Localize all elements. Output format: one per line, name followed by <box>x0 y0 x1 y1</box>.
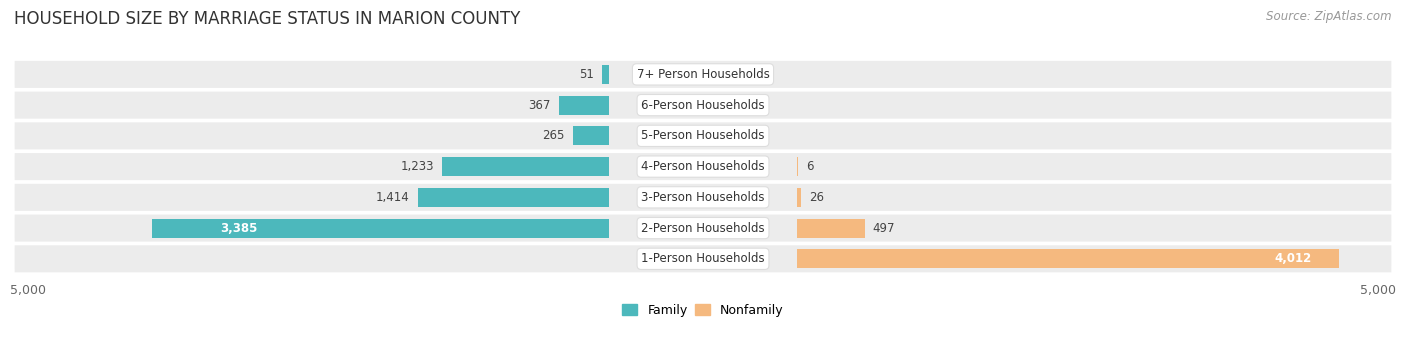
FancyBboxPatch shape <box>14 245 1392 272</box>
FancyBboxPatch shape <box>14 184 1392 211</box>
FancyBboxPatch shape <box>14 122 1392 149</box>
FancyBboxPatch shape <box>14 91 1392 119</box>
Bar <box>797 249 1339 268</box>
Bar <box>152 219 609 238</box>
Bar <box>797 188 801 207</box>
FancyBboxPatch shape <box>14 61 1392 88</box>
Text: 4-Person Households: 4-Person Households <box>641 160 765 173</box>
Text: Source: ZipAtlas.com: Source: ZipAtlas.com <box>1267 10 1392 23</box>
Text: 26: 26 <box>808 191 824 204</box>
Text: 51: 51 <box>579 68 593 81</box>
Legend: Family, Nonfamily: Family, Nonfamily <box>617 299 789 322</box>
Text: 6: 6 <box>807 160 814 173</box>
Text: HOUSEHOLD SIZE BY MARRIAGE STATUS IN MARION COUNTY: HOUSEHOLD SIZE BY MARRIAGE STATUS IN MAR… <box>14 10 520 28</box>
Bar <box>602 65 609 84</box>
Text: 6-Person Households: 6-Person Households <box>641 99 765 112</box>
Text: 1,414: 1,414 <box>375 191 409 204</box>
Text: 3-Person Households: 3-Person Households <box>641 191 765 204</box>
Text: 4,012: 4,012 <box>1275 252 1312 265</box>
Text: 3,385: 3,385 <box>221 222 257 235</box>
Bar <box>797 219 865 238</box>
Text: 2-Person Households: 2-Person Households <box>641 222 765 235</box>
Text: 265: 265 <box>543 129 565 142</box>
Bar <box>560 96 609 115</box>
FancyBboxPatch shape <box>14 215 1392 242</box>
Text: 497: 497 <box>873 222 896 235</box>
Text: 1,233: 1,233 <box>401 160 434 173</box>
FancyBboxPatch shape <box>14 153 1392 180</box>
Bar <box>418 188 609 207</box>
Bar <box>572 126 609 146</box>
Bar <box>441 157 609 176</box>
Text: 7+ Person Households: 7+ Person Households <box>637 68 769 81</box>
Text: 1-Person Households: 1-Person Households <box>641 252 765 265</box>
Text: 367: 367 <box>529 99 551 112</box>
Text: 5-Person Households: 5-Person Households <box>641 129 765 142</box>
